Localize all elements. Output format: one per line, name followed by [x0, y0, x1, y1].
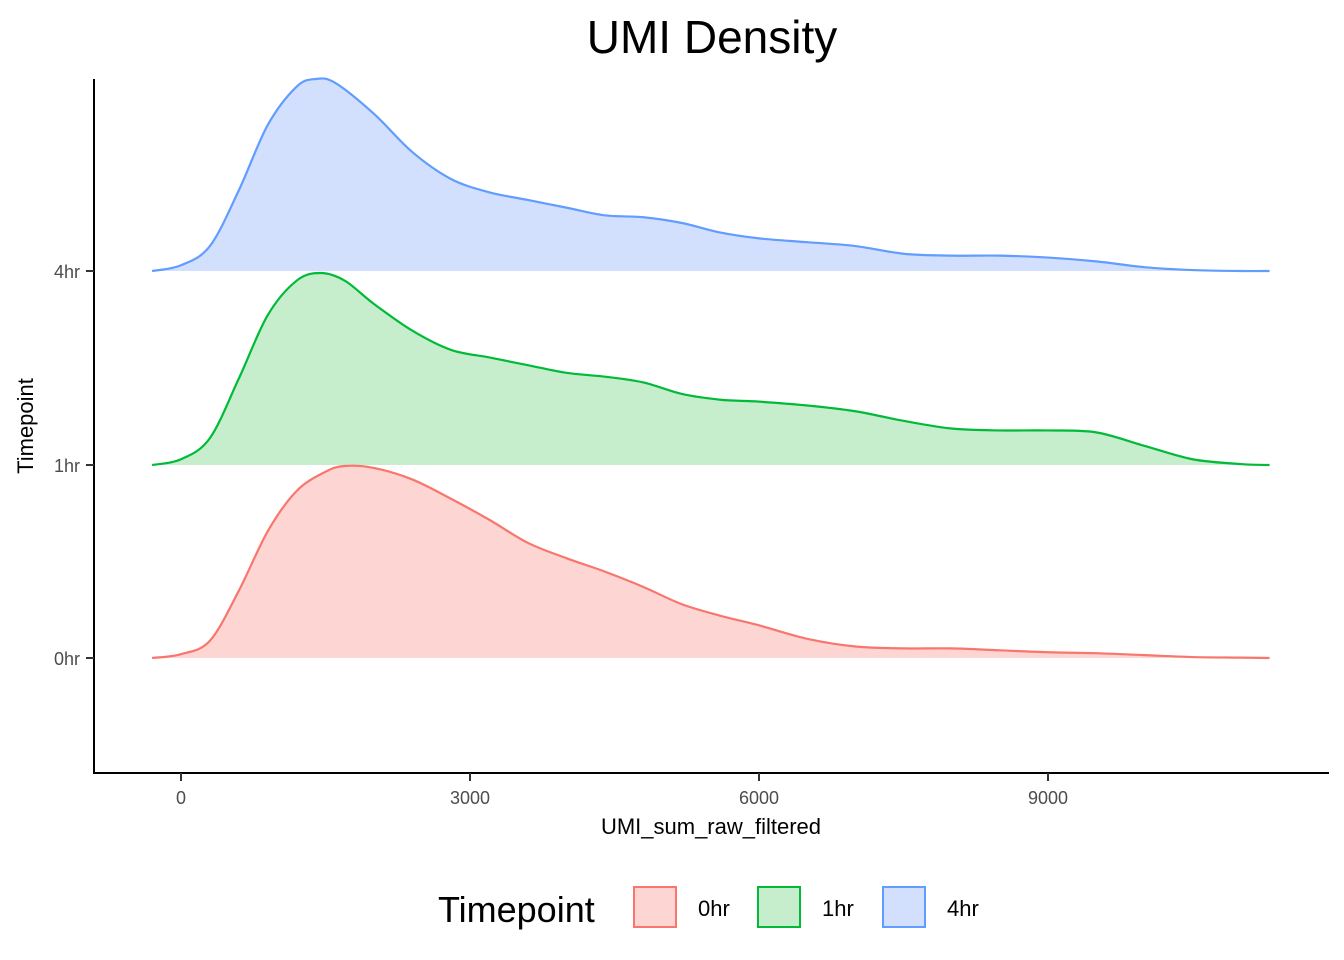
x-tick-label: 6000 — [739, 788, 779, 808]
legend-label-1hr: 1hr — [822, 896, 854, 921]
legend-label-0hr: 0hr — [698, 896, 730, 921]
legend-title: Timepoint — [438, 889, 595, 930]
legend-label-4hr: 4hr — [947, 896, 979, 921]
y-tick-label: 0hr — [54, 649, 80, 669]
x-axis-title: UMI_sum_raw_filtered — [601, 814, 821, 839]
legend: Timepoint 0hr 1hr 4hr — [438, 886, 979, 930]
y-tick-label: 1hr — [54, 456, 80, 476]
y-axis-title: Timepoint — [13, 378, 38, 474]
ridge-line-1hr — [151, 271, 1270, 467]
legend-key-0hr — [633, 886, 677, 928]
x-axis-ticks: 0 3000 6000 9000 — [176, 773, 1068, 808]
y-axis-ticks: 0hr 1hr 4hr — [54, 262, 94, 669]
x-tick-label: 9000 — [1028, 788, 1068, 808]
ridge-area-0hr — [152, 465, 1270, 658]
ridge-area-1hr — [152, 273, 1270, 465]
x-tick-label: 3000 — [450, 788, 490, 808]
x-tick-label: 0 — [176, 788, 186, 808]
ridge-area-4hr — [152, 78, 1270, 272]
y-tick-label: 4hr — [54, 262, 80, 282]
ridge-line-4hr — [151, 77, 1270, 273]
legend-key-4hr — [882, 886, 926, 928]
chart-title: UMI Density — [587, 11, 837, 63]
ridge-line-0hr — [151, 464, 1270, 660]
density-ridges — [151, 77, 1270, 660]
legend-key-1hr — [757, 886, 801, 928]
